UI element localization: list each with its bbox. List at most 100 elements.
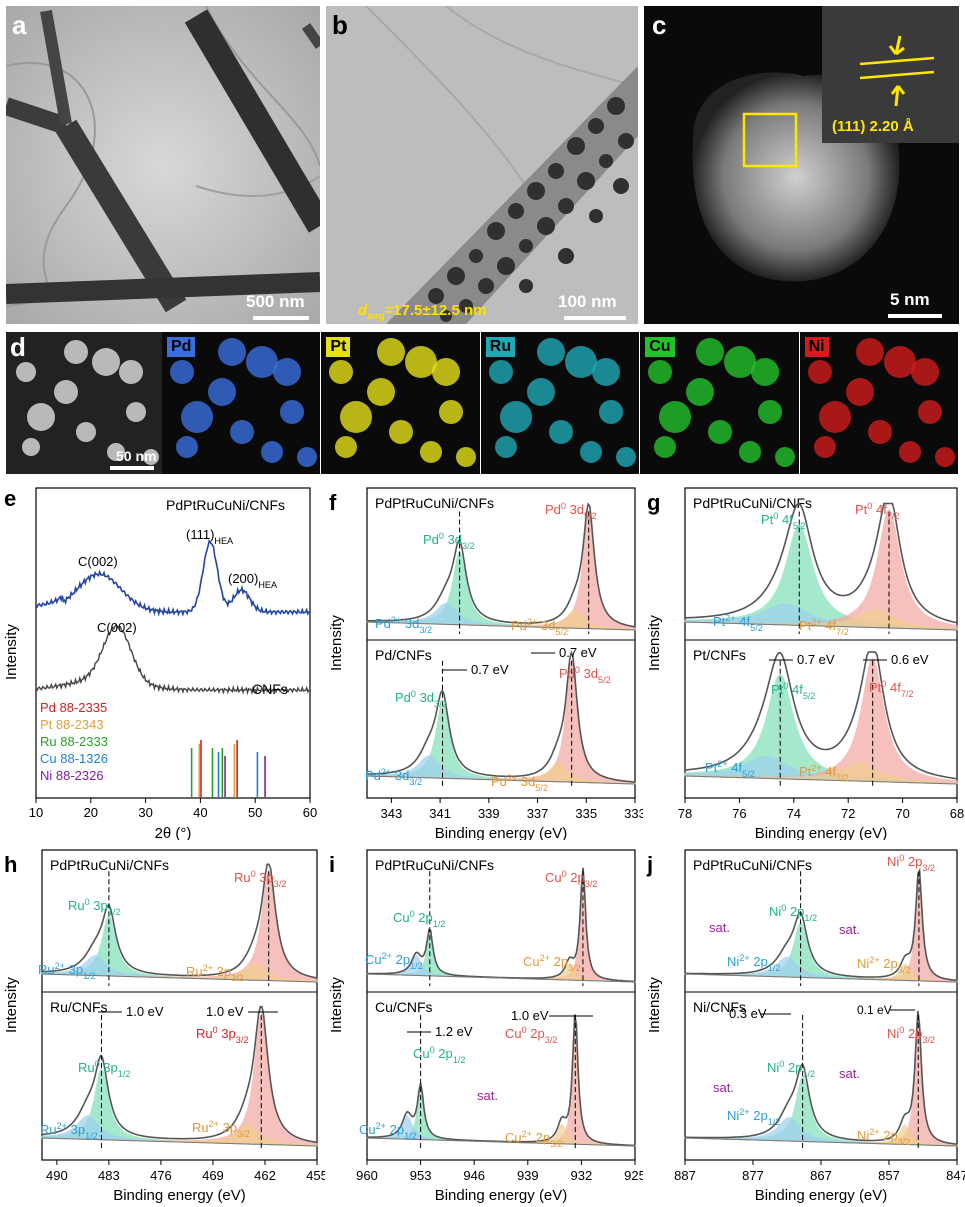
- x-tick-label: 60: [303, 805, 317, 820]
- eds-map-label: Pd: [167, 337, 196, 357]
- x-axis-label: Binding energy (eV): [113, 1187, 246, 1204]
- x-tick-label: 40: [193, 805, 207, 820]
- scale-text-d: 50 nm: [116, 448, 157, 464]
- x-tick-label: 476: [150, 1168, 172, 1183]
- y-axis-label: Intensity: [646, 615, 663, 671]
- shift-label-1: 0.7 eV: [797, 652, 835, 667]
- eds-map-cu: Cu: [640, 332, 799, 474]
- x-axis-label: Binding energy (eV): [435, 1187, 568, 1204]
- x-tick-label: 462: [254, 1168, 276, 1183]
- scale-text-b: 100 nm: [558, 292, 617, 311]
- top-fit-component-1: [366, 510, 636, 631]
- y-axis-label: Intensity: [328, 615, 345, 671]
- panel-label-d: d: [10, 332, 26, 362]
- bottom-envelope-line: [367, 1014, 636, 1147]
- tem-image-b: [326, 6, 638, 324]
- lbl-cu2-32-top: Cu2+ 2p3/2: [523, 953, 581, 973]
- lbl-ni2-12-top: Ni2+ 2p1/2: [727, 953, 780, 973]
- reference-label: Pt 88-2343: [40, 717, 104, 732]
- x-tick-label: 335: [575, 806, 597, 821]
- shift-label-2: 0.6 eV: [891, 652, 929, 667]
- x-tick-label: 68: [950, 806, 964, 821]
- scale-text-c: 5 nm: [890, 290, 930, 309]
- eds-map-ni: Ni: [799, 332, 958, 474]
- lbl-ru0-32-top: Ru0 3p3/2: [234, 869, 286, 889]
- lbl-cu0-32-bottom: Cu0 2p3/2: [505, 1025, 557, 1045]
- xps-chart-h-ru3p: h PdPtRuCuNi/CNFs Ru/CNFs Intensity 490 483 47…: [3, 849, 325, 1204]
- x-tick-label: 932: [571, 1168, 593, 1183]
- bottom-envelope-line: [367, 650, 636, 783]
- bottom-background-line: [41, 1137, 318, 1147]
- x-tick-label: 20: [84, 805, 98, 820]
- lbl-cu0-12-top: Cu0 2p1/2: [393, 909, 445, 929]
- lattice-label: (111) 2.20 Å: [832, 118, 914, 135]
- eds-map-image: [640, 332, 799, 474]
- lbl-cu2-12-bottom: Cu2+ 2p1/2: [359, 1121, 417, 1141]
- y-axis-label: Intensity: [3, 624, 20, 680]
- lbl-ru0-12-bottom: Ru0 3p1/2: [78, 1059, 130, 1079]
- annot-c002-bottom: C(002): [97, 620, 137, 635]
- eds-map-ru: Ru: [480, 332, 640, 474]
- lbl-ni2-12-bottom: Ni2+ 2p1/2: [727, 1107, 780, 1127]
- shift-label-2: 1.0 eV: [206, 1004, 244, 1019]
- x-tick-label: 337: [527, 806, 549, 821]
- bottom-fit-component-3: [684, 762, 958, 785]
- chart-title: PdPtRuCuNi/CNFs: [166, 497, 285, 513]
- lbl-pt2-72-bottom: Pt2+ 4f7/2: [799, 763, 849, 783]
- x-tick-label: 70: [895, 806, 909, 821]
- lbl-ni2-32-bottom: Ni2+ 2p3/2: [857, 1127, 910, 1147]
- davg-value: =17.5±12.5 nm: [384, 302, 487, 319]
- lbl-pt0-52-bottom: Pt0 4f5/2: [771, 681, 815, 701]
- x-tick-label: 74: [787, 806, 801, 821]
- x-tick-label: 953: [410, 1168, 432, 1183]
- annot-hea200: (200)HEA: [228, 571, 278, 590]
- lbl-pd2-52-bottom: Pd2+ 3d5/2: [491, 773, 548, 793]
- panel-label-g: g: [647, 490, 660, 515]
- y-axis-label: Intensity: [3, 977, 20, 1033]
- shift-label-1: 1.2 eV: [435, 1024, 473, 1039]
- lbl-sat-top-1: sat.: [709, 920, 730, 935]
- x-tick-label: 72: [841, 806, 855, 821]
- reference-label: Pd 88-2335: [40, 700, 107, 715]
- panel-label-b: b: [332, 10, 348, 40]
- lbl-pd2-52-top: Pd2+ 3d5/2: [511, 617, 568, 637]
- eds-map-label: Ru: [485, 337, 516, 357]
- top-series-title: PdPtRuCuNi/CNFs: [50, 857, 169, 873]
- tem-image-a: [6, 6, 320, 324]
- x-tick-label: 469: [202, 1168, 224, 1183]
- plot-frame: [366, 849, 636, 1161]
- lbl-pt2-72-top: Pt2+ 4f7/2: [799, 617, 849, 637]
- x-axis-label: Binding energy (eV): [755, 1187, 888, 1204]
- plot-frame: [684, 487, 958, 799]
- eds-map-label: Pt: [326, 337, 351, 357]
- plot-frame: [366, 487, 636, 799]
- lbl-sat-bottom-1: sat.: [713, 1080, 734, 1095]
- x-tick-label: 30: [138, 805, 152, 820]
- lbl-sat: sat.: [477, 1088, 498, 1103]
- reference-label: Cu 88-1326: [40, 751, 108, 766]
- lbl-cu0-32-top: Cu0 2p3/2: [545, 869, 597, 889]
- lbl-ru0-32-bottom: Ru0 3p3/2: [196, 1025, 248, 1045]
- lattice-inset: (111) 2.20 Å: [822, 6, 959, 143]
- haadf-image-c: [644, 6, 959, 324]
- x-tick-label: 76: [732, 806, 746, 821]
- x-tick-label: 455: [306, 1168, 325, 1183]
- x-axis-label: 2θ (°): [155, 825, 192, 840]
- annot-hea111: (111)HEA: [186, 527, 234, 546]
- haadf-panel-d: d 50 nm: [6, 332, 162, 474]
- x-tick-label: 339: [478, 806, 500, 821]
- panel-label-f: f: [329, 490, 337, 515]
- plot-frame: [41, 849, 318, 1161]
- lbl-pd2-32-bottom: Pd2+ 3d3/2: [365, 767, 422, 787]
- eds-map-pt: Pt: [321, 332, 480, 474]
- bottom-background-line: [684, 1137, 958, 1147]
- lbl-ni0-32-bottom: Ni0 2p3/2: [887, 1025, 935, 1045]
- y-axis-label: Intensity: [646, 977, 663, 1033]
- davg-subscript: avg: [367, 311, 385, 322]
- x-tick-label: 867: [810, 1168, 832, 1183]
- bottom-series-title: Pt/CNFs: [693, 647, 746, 663]
- x-tick-label: 10: [29, 805, 43, 820]
- xps-chart-i-cu2p: i PdPtRuCuNi/CNFs Cu/CNFs Intensity 960 953 94…: [328, 849, 643, 1204]
- lbl-pd0-32-top: Pd0 3d3/2: [423, 531, 475, 551]
- top-series-title: PdPtRuCuNi/CNFs: [375, 495, 494, 511]
